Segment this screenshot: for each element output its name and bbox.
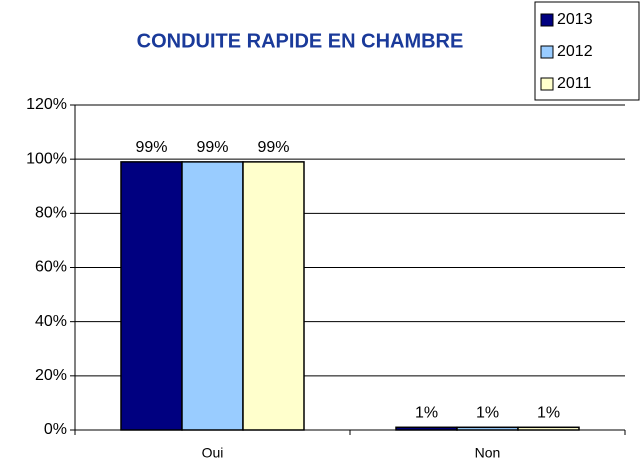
y-tick-label: 20% (35, 367, 67, 384)
y-tick-label: 40% (35, 313, 67, 330)
y-tick-label: 0% (44, 421, 67, 438)
value-label: 99% (196, 139, 228, 156)
legend-swatch (540, 77, 554, 91)
legend-swatch (540, 13, 554, 27)
legend-label: 2013 (557, 11, 593, 28)
bar (517, 426, 580, 431)
legend-label: 2011 (557, 75, 592, 92)
value-label: 1% (476, 405, 499, 422)
bar (395, 426, 458, 431)
legend-label: 2012 (557, 43, 593, 60)
y-tick-label: 120% (26, 96, 67, 113)
bar (242, 161, 305, 431)
chart-title: CONDUITE RAPIDE EN CHAMBRE (137, 30, 464, 52)
y-tick-label: 60% (35, 259, 67, 276)
x-tick-label: Non (475, 445, 501, 461)
value-label: 99% (257, 139, 289, 156)
bar (120, 161, 183, 431)
value-label: 1% (537, 405, 560, 422)
legend-swatch (540, 45, 554, 59)
bar (181, 161, 244, 431)
value-label: 99% (135, 139, 167, 156)
value-label: 1% (415, 405, 438, 422)
y-tick-label: 100% (26, 150, 67, 167)
x-tick-label: Oui (202, 445, 224, 461)
y-tick-label: 80% (35, 205, 67, 222)
bar (456, 426, 519, 431)
